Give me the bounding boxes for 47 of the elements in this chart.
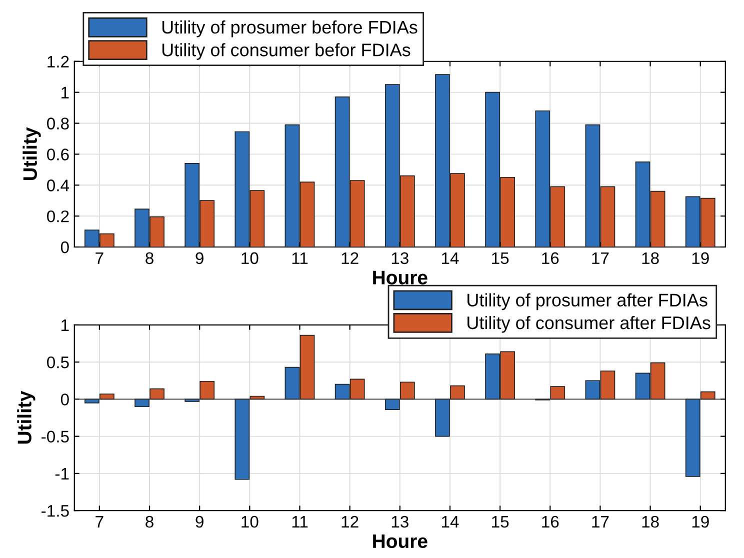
x-tick-label: 11 [292,252,308,264]
legend-label: Utility of consumer after FDIAs [468,316,710,333]
x-tick-label: 15 [492,516,509,528]
y-tick-label: 0.2 [47,210,69,222]
y-tick-label: 1 [62,320,69,331]
x-tick-label: 17 [592,516,609,528]
x-tick-label: 18 [642,252,659,264]
x-tick-label: 15 [492,252,509,264]
x-tick-label: 17 [592,252,609,264]
x-tick-label: 9 [196,252,204,264]
x-tick-label: 10 [242,252,258,264]
x-tick-label: 7 [96,516,104,528]
y-tick-label: -1.5 [42,505,69,517]
y-tick-label: 0.4 [47,180,70,192]
x-tick-label: 14 [442,252,459,264]
x-tick-label: 14 [442,516,459,528]
x-tick-label: 12 [342,252,358,264]
text: Utility of consumer befor FDIAs [162,43,410,60]
y-tick-label: 0 [60,241,69,254]
x-tick-label: 8 [146,252,154,264]
legend-label: Utility of prosumer after FDIAs [468,293,708,310]
x-tick-label: 16 [542,252,559,264]
y-tick-label: 0.6 [47,148,69,160]
x-axis-title: Houre [373,534,428,548]
x-tick-label: 8 [146,516,154,528]
y-tick-label: -0.5 [42,430,69,443]
x-tick-label: 9 [196,516,204,528]
x-tick-label: 11 [292,516,308,528]
y-axis-title: Utility [22,127,41,180]
x-tick-label: 13 [392,252,408,264]
x-tick-label: 19 [692,516,709,528]
y-tick-label: 0.8 [47,118,69,130]
x-tick-label: 18 [642,516,659,528]
y-tick-label: 0.5 [47,356,69,368]
x-tick-label: 19 [692,252,709,264]
y-tick-label: 0 [60,394,69,406]
x-tick-label: 7 [96,252,104,264]
x-tick-label: 16 [542,516,559,528]
y-axis-title: Utility [17,390,36,444]
y-tick-label: -1 [55,468,69,480]
y-tick-label: 1 [62,86,69,98]
legend-label: Utility of prosumer before FDIAs [162,20,418,38]
x-tick-label: 12 [342,516,358,528]
x-tick-label: 13 [392,516,408,528]
x-axis-title: Houre [373,270,428,284]
y-tick-label: 1.2 [48,56,69,68]
x-tick-label: 10 [242,516,258,528]
